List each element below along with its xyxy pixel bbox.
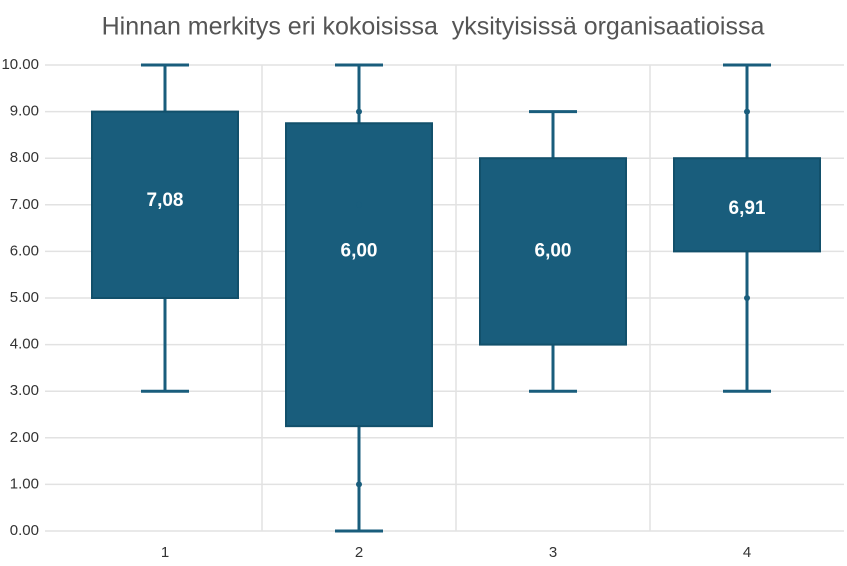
y-tick-label: 1.00 bbox=[10, 475, 39, 492]
y-tick-label: 5.00 bbox=[10, 289, 39, 306]
data-point bbox=[744, 108, 750, 115]
mean-label: 6,00 bbox=[535, 240, 572, 261]
data-point bbox=[356, 201, 362, 208]
y-tick-label: 2.00 bbox=[10, 429, 39, 446]
data-point bbox=[744, 201, 750, 208]
y-tick-label: 10.00 bbox=[1, 56, 39, 73]
data-point bbox=[356, 108, 362, 115]
y-tick-label: 4.00 bbox=[10, 336, 39, 353]
y-tick-label: 0.00 bbox=[10, 522, 39, 539]
y-tick-label: 8.00 bbox=[10, 149, 39, 166]
mean-label: 6,91 bbox=[729, 198, 766, 219]
data-point bbox=[550, 248, 556, 255]
y-tick-label: 3.00 bbox=[10, 382, 39, 399]
data-point bbox=[162, 201, 168, 208]
x-tick-label: 4 bbox=[743, 544, 751, 561]
y-tick-label: 9.00 bbox=[10, 103, 39, 120]
x-tick-label: 3 bbox=[549, 544, 557, 561]
y-tick-label: 6.00 bbox=[10, 242, 39, 259]
mean-label: 6,00 bbox=[341, 240, 378, 261]
box bbox=[285, 122, 433, 428]
x-tick-label: 2 bbox=[355, 544, 363, 561]
data-point bbox=[356, 481, 362, 488]
mean-label: 7,08 bbox=[147, 190, 184, 211]
y-tick-label: 7.00 bbox=[10, 196, 39, 213]
x-tick-label: 1 bbox=[161, 544, 169, 561]
chart-title: Hinnan merkitys eri kokoisissa yksityisi… bbox=[102, 13, 765, 41]
data-point bbox=[744, 295, 750, 301]
